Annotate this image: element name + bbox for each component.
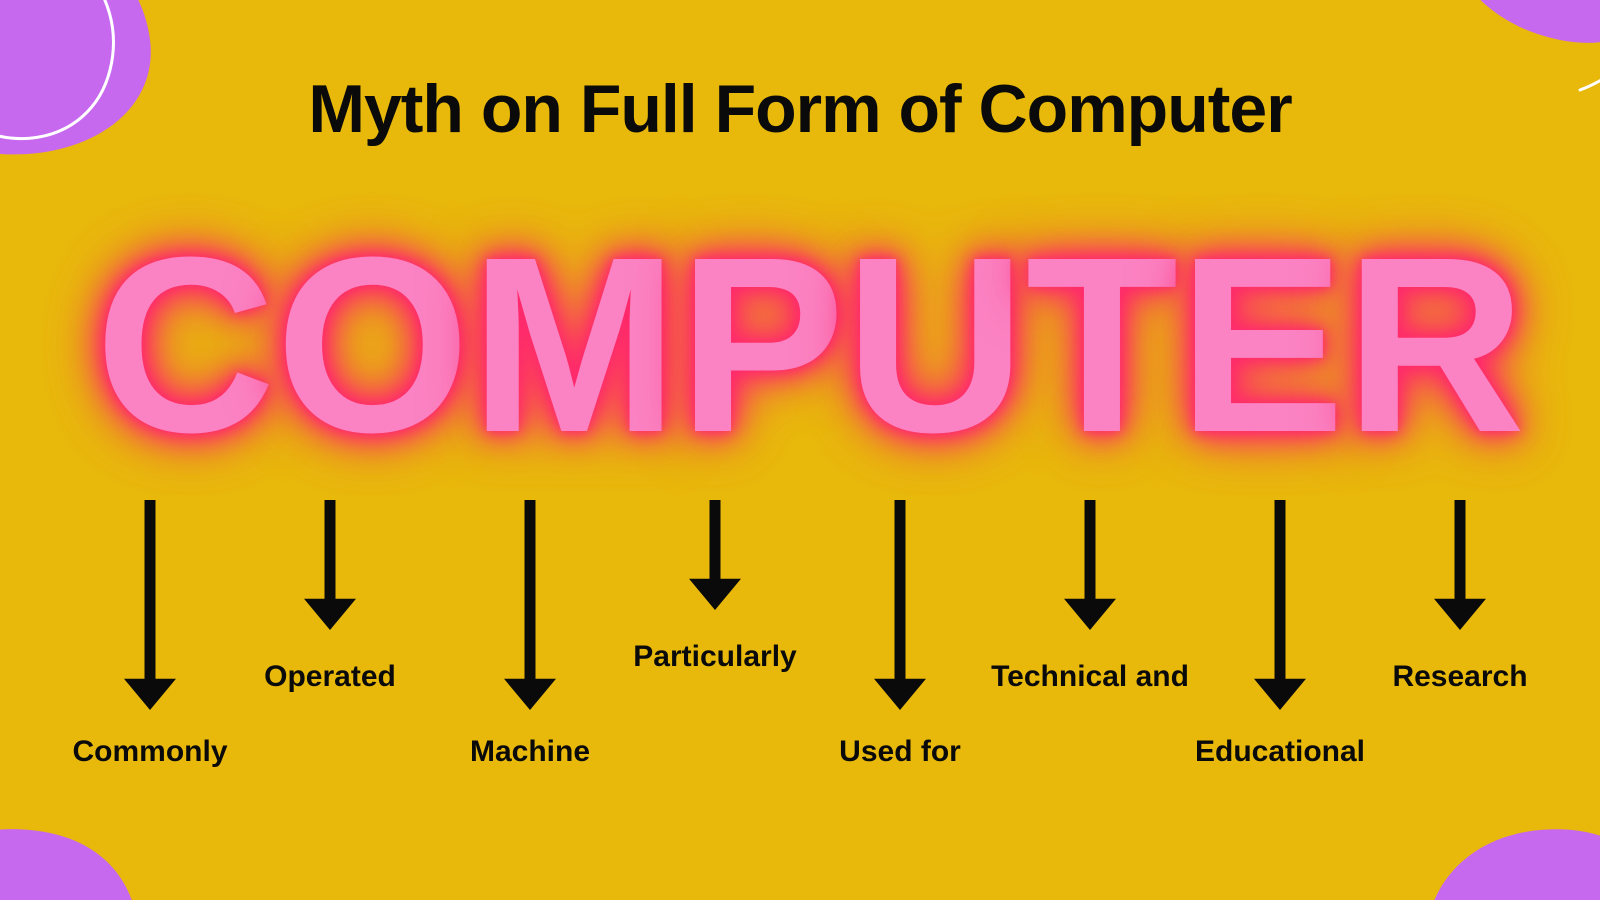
acronym-meaning-label: Particularly — [633, 640, 796, 674]
acronym-letter: P — [678, 220, 845, 470]
acronym-meaning-label: Used for — [839, 735, 961, 769]
corner-blob-bottom-left — [0, 760, 180, 900]
acronym-meaning-label: Commonly — [72, 735, 227, 769]
acronym-meaning-label: Operated — [264, 660, 396, 694]
acronym-letter: O — [276, 220, 470, 470]
down-arrow-icon — [874, 500, 926, 715]
infographic-title: Myth on Full Form of Computer — [0, 70, 1600, 148]
down-arrow-icon — [1064, 500, 1116, 635]
down-arrow-icon — [124, 500, 176, 715]
acronym-row: COMPUTER — [0, 220, 1600, 470]
down-arrow-icon — [1434, 500, 1486, 635]
acronym-letter: U — [845, 220, 1026, 470]
acronym-letter: C — [95, 220, 276, 470]
infographic-canvas: Myth on Full Form of Computer COMPUTER C… — [0, 0, 1600, 900]
acronym-meaning-label: Machine — [470, 735, 590, 769]
acronym-meaning-label: Educational — [1195, 735, 1365, 769]
down-arrow-icon — [304, 500, 356, 635]
acronym-letter: R — [1345, 220, 1526, 470]
acronym-letter: M — [470, 220, 678, 470]
down-arrow-icon — [689, 500, 741, 615]
acronym-letter: E — [1178, 220, 1345, 470]
acronym-letter: T — [1026, 220, 1179, 470]
down-arrow-icon — [504, 500, 556, 715]
down-arrow-icon — [1254, 500, 1306, 715]
acronym-meaning-label: Technical and — [991, 660, 1189, 694]
acronym-meaning-label: Research — [1392, 660, 1527, 694]
corner-blob-bottom-right — [1400, 770, 1600, 900]
